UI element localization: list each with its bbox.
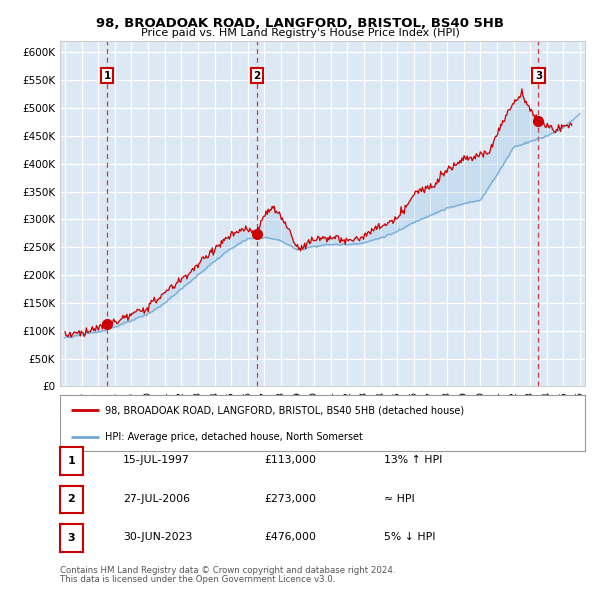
Text: £476,000: £476,000 <box>264 532 316 542</box>
Text: 98, BROADOAK ROAD, LANGFORD, BRISTOL, BS40 5HB (detached house): 98, BROADOAK ROAD, LANGFORD, BRISTOL, BS… <box>104 405 464 415</box>
Text: This data is licensed under the Open Government Licence v3.0.: This data is licensed under the Open Gov… <box>60 575 335 584</box>
Text: 5% ↓ HPI: 5% ↓ HPI <box>384 532 436 542</box>
Text: 1: 1 <box>104 71 111 81</box>
Text: 1: 1 <box>68 456 75 466</box>
Text: 3: 3 <box>535 71 542 81</box>
Text: 98, BROADOAK ROAD, LANGFORD, BRISTOL, BS40 5HB: 98, BROADOAK ROAD, LANGFORD, BRISTOL, BS… <box>96 17 504 30</box>
Text: 27-JUL-2006: 27-JUL-2006 <box>123 494 190 503</box>
Text: HPI: Average price, detached house, North Somerset: HPI: Average price, detached house, Nort… <box>104 432 362 442</box>
Text: 30-JUN-2023: 30-JUN-2023 <box>123 532 193 542</box>
Text: £113,000: £113,000 <box>264 455 316 465</box>
Text: ≈ HPI: ≈ HPI <box>384 494 415 503</box>
Text: 15-JUL-1997: 15-JUL-1997 <box>123 455 190 465</box>
Text: Price paid vs. HM Land Registry's House Price Index (HPI): Price paid vs. HM Land Registry's House … <box>140 28 460 38</box>
Text: 2: 2 <box>254 71 261 81</box>
Text: £273,000: £273,000 <box>264 494 316 503</box>
Text: 3: 3 <box>68 533 75 543</box>
Text: Contains HM Land Registry data © Crown copyright and database right 2024.: Contains HM Land Registry data © Crown c… <box>60 566 395 575</box>
Text: 13% ↑ HPI: 13% ↑ HPI <box>384 455 442 465</box>
Text: 2: 2 <box>68 494 75 504</box>
